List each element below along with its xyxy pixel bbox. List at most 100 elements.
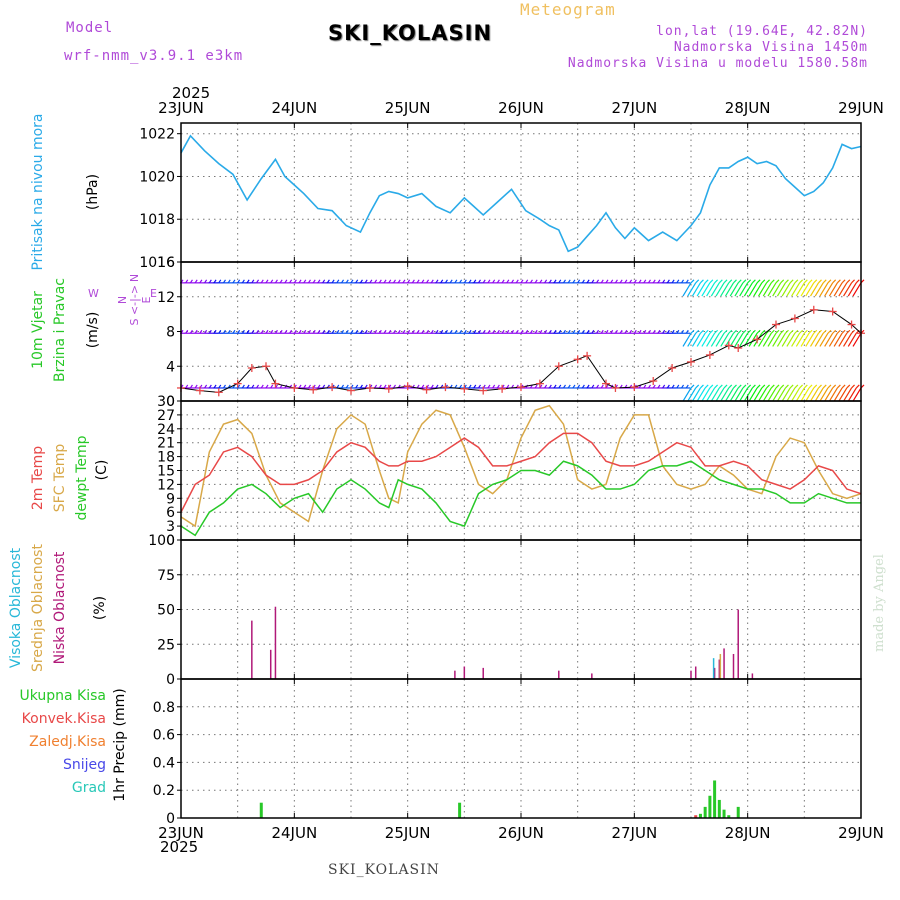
wind-barb <box>411 329 415 334</box>
y-tick-label: 25 <box>157 637 175 653</box>
wind-barb <box>241 329 245 334</box>
wind-barb <box>742 384 747 389</box>
wind-barb <box>841 329 846 334</box>
wind-barb <box>772 282 782 297</box>
wind-barb <box>633 329 637 334</box>
wind-barb <box>729 332 739 347</box>
y-tick-label: 27 <box>157 408 175 424</box>
cloud-unit: (%) <box>92 596 108 620</box>
wind-barb <box>701 332 711 347</box>
wind-barb <box>652 329 656 334</box>
wind-barb <box>359 384 363 389</box>
wind-barb <box>666 329 670 334</box>
temp-dewpt-line <box>180 460 861 537</box>
wind-barb <box>270 279 274 284</box>
wind-barb <box>624 279 628 284</box>
wind-barb <box>643 279 647 284</box>
wind-barb <box>657 279 661 284</box>
wind-barb <box>213 279 217 284</box>
wind-barb <box>577 384 581 389</box>
compass-n: N <box>116 296 129 304</box>
wind-barb <box>341 329 345 334</box>
wind-barb <box>690 329 695 334</box>
wind-barb <box>691 282 701 297</box>
wind-barb <box>496 279 500 284</box>
wind-barb <box>676 329 680 334</box>
wind-barb <box>411 279 415 284</box>
wind-barb <box>359 329 363 334</box>
precip-bar <box>713 780 717 818</box>
wind-barb <box>256 279 260 284</box>
wind-barb <box>435 329 439 334</box>
wind-barb <box>795 282 805 297</box>
wind-barb <box>553 279 557 284</box>
wind-barb <box>374 329 378 334</box>
wind-barb <box>435 384 439 389</box>
wind-barb <box>374 384 378 389</box>
legend-total-precip: Ukupna Kisa <box>19 688 106 704</box>
wind-barb <box>633 279 637 284</box>
wind-barb <box>767 282 777 297</box>
wind-barb <box>515 329 519 334</box>
data-layer <box>177 134 865 818</box>
wind-barb <box>359 279 363 284</box>
wind-barb <box>758 332 768 347</box>
wind-barb <box>596 329 600 334</box>
wind-barb <box>274 329 278 334</box>
wind-barb <box>482 329 486 334</box>
wind-barb <box>501 279 505 284</box>
wind-barb <box>312 329 316 334</box>
wind-barb <box>776 332 786 347</box>
wind-barb <box>539 279 543 284</box>
wind-barb <box>331 279 335 284</box>
wind-barb <box>803 279 808 284</box>
wind-barb <box>808 384 813 389</box>
wind-barb <box>600 384 604 389</box>
wind-barb <box>643 384 647 389</box>
wind-barb <box>723 329 728 334</box>
pressure-axis-label: Pritisak na nivou mora <box>30 113 46 270</box>
y-tick-label: 0.2 <box>153 783 175 799</box>
wind-barb <box>808 279 813 284</box>
wind-barb <box>430 279 434 284</box>
wind-barb <box>374 279 378 284</box>
wind-barb <box>586 279 590 284</box>
wind-barb <box>487 279 491 284</box>
wind-barb <box>685 329 689 334</box>
wind-unit: (m/s) <box>85 312 101 349</box>
wind-barb <box>690 279 695 284</box>
wind-barb <box>364 384 368 389</box>
wind-barb <box>600 329 604 334</box>
wind-barb <box>232 329 236 334</box>
wind-barb <box>776 282 786 297</box>
y-tick-label: 0.8 <box>153 700 175 716</box>
wind-barb <box>572 329 576 334</box>
wind-barb <box>701 387 711 402</box>
wind-barb <box>241 384 245 389</box>
wind-barb <box>847 387 857 402</box>
wind-barb <box>298 384 302 389</box>
wind-barb <box>809 332 820 347</box>
wind-barb <box>388 279 392 284</box>
wind-barb <box>204 279 208 284</box>
wind-barb <box>298 279 302 284</box>
wind-barb <box>747 384 752 389</box>
wind-barb <box>558 384 562 389</box>
compass-e2: E <box>150 287 157 300</box>
wind-barb <box>572 384 576 389</box>
wind-barb <box>846 384 851 389</box>
wind-barb <box>577 279 581 284</box>
wind-barb <box>336 329 340 334</box>
wind-barb <box>781 332 791 347</box>
wind-barb <box>426 329 430 334</box>
wind-barb <box>770 279 775 284</box>
y-tick-label: 100 <box>148 533 175 549</box>
wind-barb <box>770 384 775 389</box>
wind-barb <box>586 384 590 389</box>
wind-barb <box>785 329 789 334</box>
wind-barb <box>204 384 208 389</box>
wind-barb <box>671 279 675 284</box>
wind-barb <box>728 384 733 389</box>
wind-barb <box>785 279 789 284</box>
wind-barb <box>501 329 505 334</box>
